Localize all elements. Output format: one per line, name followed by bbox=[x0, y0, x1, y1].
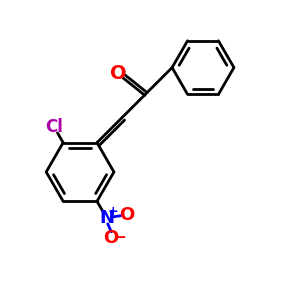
Text: O: O bbox=[120, 206, 135, 224]
Text: −: − bbox=[113, 230, 126, 245]
Text: O: O bbox=[103, 229, 118, 247]
Text: +: + bbox=[108, 205, 118, 218]
Text: Cl: Cl bbox=[45, 118, 63, 136]
Text: N: N bbox=[99, 209, 114, 227]
Text: O: O bbox=[110, 64, 127, 83]
